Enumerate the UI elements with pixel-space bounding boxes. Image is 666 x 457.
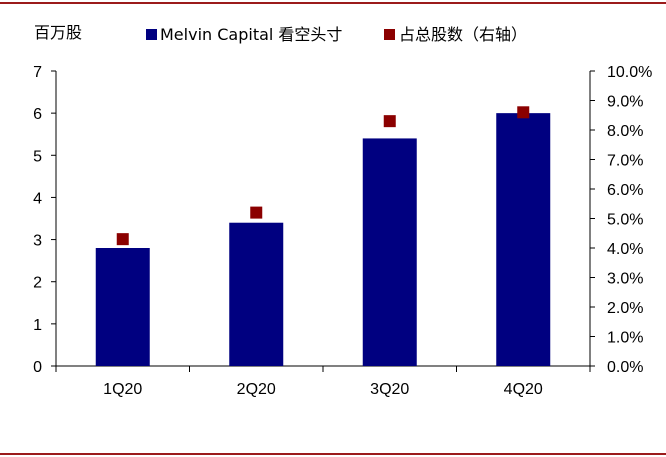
bar [229,222,284,366]
x-tick-label: 2Q20 [237,381,276,398]
right-tick-label: 0.0% [607,359,643,376]
left-tick-label: 7 [33,64,42,81]
right-tick-label: 9.0% [607,94,643,111]
left-tick-label: 4 [33,190,42,207]
left-tick-label: 2 [33,275,42,292]
legend-label-marker: 占总股数（右轴） [399,25,527,44]
right-tick-label: 1.0% [607,330,643,347]
legend-swatch-bar [146,29,157,40]
bar [362,138,417,366]
legend-swatch-marker [384,29,395,40]
bars [95,113,551,367]
left-tick-label: 3 [33,233,42,250]
right-tick-label: 8.0% [607,123,643,140]
left-tick-label: 1 [33,317,42,334]
top-rule [0,2,666,4]
marker [116,233,129,246]
right-tick-label: 10.0% [607,64,652,81]
right-tick-label: 7.0% [607,153,643,170]
left-tick-label: 5 [33,148,42,165]
y-unit-label: 百万股 [34,23,82,42]
right-tick-label: 2.0% [607,300,643,317]
legend-label-bar: Melvin Capital 看空头寸 [160,25,342,44]
right-tick-label: 4.0% [607,241,643,258]
marker [517,106,530,119]
tick-labels: 0 1 2 3 4 5 6 7 0.0% 1.0% 2.0% 3.0% 4.0% 5.0% 6.0% 7.0%… [33,64,652,398]
bar [496,113,551,367]
bottom-rule [0,453,666,455]
marker [250,206,263,219]
marker [383,115,396,128]
x-tick-label: 4Q20 [504,381,543,398]
bar [95,248,150,366]
right-tick-label: 6.0% [607,182,643,199]
left-tick-label: 0 [33,359,42,376]
markers [116,106,530,246]
legend: Melvin Capital 看空头寸 占总股数（右轴） [146,25,527,44]
x-tick-label: 1Q20 [103,381,142,398]
x-tick-label: 3Q20 [370,381,409,398]
left-tick-label: 6 [33,106,42,123]
right-tick-label: 3.0% [607,271,643,288]
right-tick-label: 5.0% [607,212,643,229]
